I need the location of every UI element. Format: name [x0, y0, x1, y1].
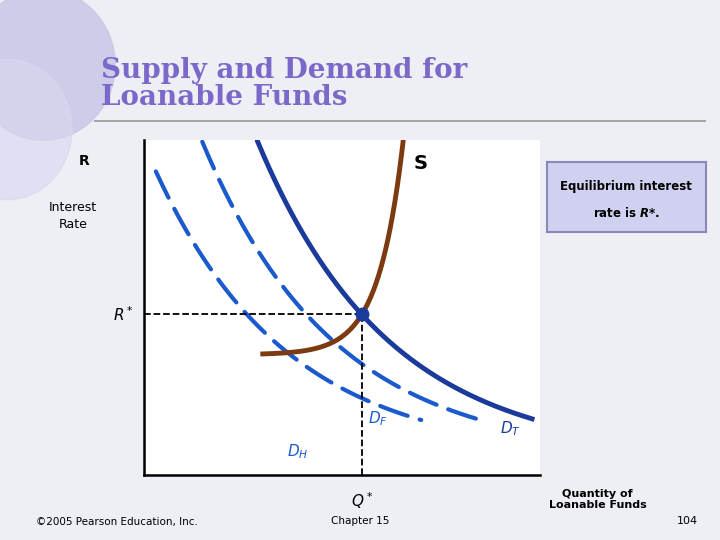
Text: $R^*$: $R^*$ — [113, 305, 134, 324]
Text: S: S — [413, 154, 428, 173]
Text: Loanable Funds: Loanable Funds — [101, 84, 347, 111]
Text: $Q^*$: $Q^*$ — [351, 490, 373, 511]
Text: $D_F$: $D_F$ — [368, 409, 387, 428]
Ellipse shape — [0, 59, 72, 200]
Text: ©2005 Pearson Education, Inc.: ©2005 Pearson Education, Inc. — [36, 516, 198, 526]
Text: Interest
Rate: Interest Rate — [49, 201, 96, 231]
Ellipse shape — [0, 0, 115, 140]
Text: Supply and Demand for: Supply and Demand for — [101, 57, 467, 84]
Text: $D_T$: $D_T$ — [500, 419, 521, 438]
Text: Chapter 15: Chapter 15 — [330, 516, 390, 526]
Text: 104: 104 — [678, 516, 698, 526]
Text: Equilibrium interest: Equilibrium interest — [560, 180, 693, 193]
Text: rate is $\bfit{R}$*.: rate is $\bfit{R}$*. — [593, 206, 660, 220]
Text: R: R — [79, 154, 90, 168]
Text: Quantity of
Loanable Funds: Quantity of Loanable Funds — [549, 489, 647, 510]
Text: $D_H$: $D_H$ — [287, 442, 308, 461]
